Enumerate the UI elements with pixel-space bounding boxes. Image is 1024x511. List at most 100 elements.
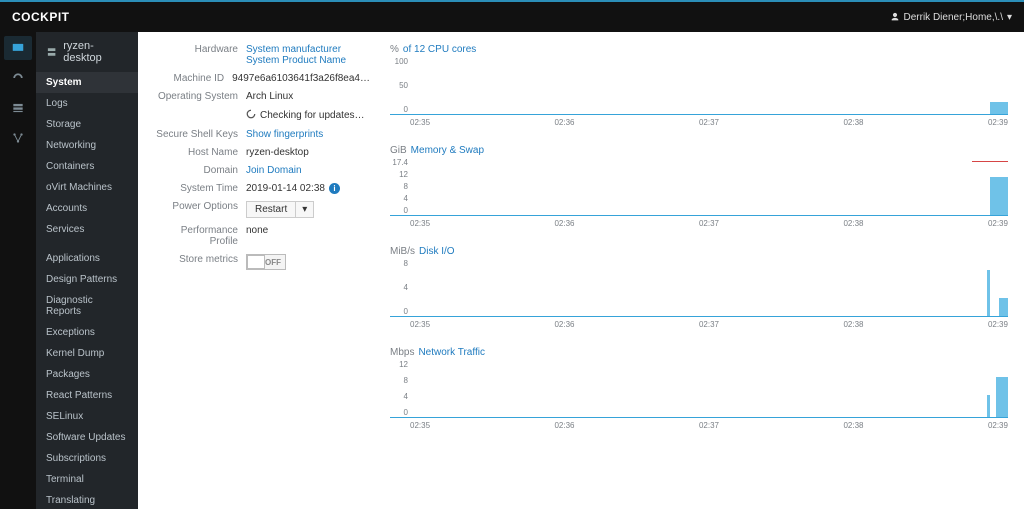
chart-unit: % <box>390 44 399 55</box>
info-icon[interactable]: i <box>329 183 340 194</box>
user-label: Derrik Diener;Home,\.\ <box>904 12 1003 23</box>
sidebar-item-react-patterns[interactable]: React Patterns <box>36 385 138 406</box>
spinner-icon <box>246 109 256 122</box>
x-axis-labels: 02:3502:3602:3702:3802:39 <box>410 418 1008 430</box>
sidebar-item-ovirt-machines[interactable]: oVirt Machines <box>36 177 138 198</box>
chart-block: % of 12 CPU cores 10050002:3502:3602:3702:… <box>390 44 1008 127</box>
detail-value[interactable]: Restart▾ <box>246 201 370 218</box>
chart-block: GiB Memory & Swap 17.41284002:3502:3602:37… <box>390 145 1008 228</box>
chart-unit: GiB <box>390 145 407 156</box>
sidebar-item-applications[interactable]: Applications <box>36 248 138 269</box>
detail-value: none <box>246 225 370 236</box>
detail-value: 2019-01-14 02:38i <box>246 183 370 194</box>
detail-label: Host Name <box>154 147 246 158</box>
detail-row: HardwareSystem manufacturer System Produ… <box>154 44 370 66</box>
detail-label: Domain <box>154 165 246 176</box>
chart-title[interactable]: Memory & Swap <box>411 145 484 156</box>
detail-label: Power Options <box>154 201 246 212</box>
series-fill <box>999 298 1008 316</box>
detail-value[interactable]: System manufacturer System Product Name <box>246 44 370 66</box>
series-fill <box>996 377 1008 417</box>
detail-row: Performance Profilenone <box>154 225 370 247</box>
chart-title[interactable]: Disk I/O <box>419 246 455 257</box>
detail-label: Secure Shell Keys <box>154 129 246 140</box>
series-fill <box>987 395 990 417</box>
detail-value: Arch Linux <box>246 91 370 102</box>
iconbar <box>0 32 36 509</box>
chart-unit: MiB/s <box>390 246 415 257</box>
dashboard-icon[interactable] <box>4 36 32 60</box>
chevron-down-icon: ▾ <box>1007 12 1012 23</box>
storage-stack-icon[interactable] <box>4 96 32 120</box>
host-header[interactable]: ryzen-desktop <box>36 32 138 72</box>
chart-plot: 12840 <box>390 360 1008 418</box>
detail-row: Host Nameryzen-desktop <box>154 147 370 158</box>
sidebar-item-storage[interactable]: Storage <box>36 114 138 135</box>
gauge-icon[interactable] <box>4 66 32 90</box>
sidebar-item-accounts[interactable]: Accounts <box>36 198 138 219</box>
sidebar-item-subscriptions[interactable]: Subscriptions <box>36 448 138 469</box>
sidebar-item-containers[interactable]: Containers <box>36 156 138 177</box>
x-axis-labels: 02:3502:3602:3702:3802:39 <box>410 216 1008 228</box>
detail-row: DomainJoin Domain <box>154 165 370 176</box>
y-axis-labels: 17.412840 <box>386 158 408 215</box>
sidebar-item-translating[interactable]: Translating <box>36 490 138 511</box>
x-axis-labels: 02:3502:3602:3702:3802:39 <box>410 115 1008 127</box>
chart-plot: 840 <box>390 259 1008 317</box>
sidebar-item-networking[interactable]: Networking <box>36 135 138 156</box>
details-panel: HardwareSystem manufacturer System Produ… <box>154 44 370 493</box>
sidebar-item-logs[interactable]: Logs <box>36 93 138 114</box>
detail-label: Machine ID <box>154 73 232 84</box>
detail-row: Store metricsOFF <box>154 254 370 273</box>
detail-row: Power OptionsRestart▾ <box>154 201 370 218</box>
charts-panel: %of 12 CPU cores10050002:3502:3602:3702:… <box>390 44 1008 493</box>
detail-value[interactable]: Join Domain <box>246 165 370 176</box>
sidebar: ryzen-desktop SystemLogsStorageNetworkin… <box>36 32 138 509</box>
detail-value[interactable]: OFF <box>246 254 370 273</box>
y-axis-labels: 12840 <box>386 360 408 417</box>
user-icon <box>890 12 900 22</box>
detail-label: Store metrics <box>154 254 246 265</box>
sidebar-item-kernel-dump[interactable]: Kernel Dump <box>36 343 138 364</box>
y-axis-labels: 840 <box>386 259 408 316</box>
power-options-select[interactable]: Restart▾ <box>246 201 314 218</box>
detail-label: Performance Profile <box>154 225 246 247</box>
sidebar-item-design-patterns[interactable]: Design Patterns <box>36 269 138 290</box>
series-fill <box>987 270 990 316</box>
series-fill <box>990 102 1008 114</box>
sidebar-item-software-updates[interactable]: Software Updates <box>36 427 138 448</box>
sidebar-item-terminal[interactable]: Terminal <box>36 469 138 490</box>
detail-value[interactable]: Show fingerprints <box>246 129 370 140</box>
sidebar-item-packages[interactable]: Packages <box>36 364 138 385</box>
chart-block: MiB/s Disk I/O 84002:3502:3602:3702:3802:3… <box>390 246 1008 329</box>
topbar: COCKPIT Derrik Diener;Home,\.\ ▾ <box>0 0 1024 32</box>
series-fill <box>990 177 1008 215</box>
server-icon <box>46 46 57 58</box>
detail-value: ryzen-desktop <box>246 147 370 158</box>
x-axis-labels: 02:3502:3602:3702:3802:39 <box>410 317 1008 329</box>
y-axis-labels: 100500 <box>386 57 408 114</box>
detail-row: System Time2019-01-14 02:38i <box>154 183 370 194</box>
network-nodes-icon[interactable] <box>4 126 32 150</box>
sidebar-item-system[interactable]: System <box>36 72 138 93</box>
store-metrics-toggle[interactable]: OFF <box>246 254 286 270</box>
user-menu[interactable]: Derrik Diener;Home,\.\ ▾ <box>890 12 1013 23</box>
detail-row: Secure Shell KeysShow fingerprints <box>154 129 370 140</box>
chart-title[interactable]: of 12 CPU cores <box>403 44 476 55</box>
detail-label: Hardware <box>154 44 246 55</box>
nav-list: SystemLogsStorageNetworkingContainersoVi… <box>36 72 138 511</box>
chart-title[interactable]: Network Traffic <box>418 347 485 358</box>
detail-value: Checking for updates… <box>246 109 370 122</box>
sidebar-item-selinux[interactable]: SELinux <box>36 406 138 427</box>
detail-row: Machine ID9497e6a6103641f3a26f8ea4… <box>154 73 370 84</box>
detail-label: Operating System <box>154 91 246 102</box>
chart-plot: 100500 <box>390 57 1008 115</box>
sidebar-item-services[interactable]: Services <box>36 219 138 240</box>
sidebar-item-exceptions[interactable]: Exceptions <box>36 322 138 343</box>
detail-label: System Time <box>154 183 246 194</box>
chart-plot: 17.412840 <box>390 158 1008 216</box>
host-name: ryzen-desktop <box>63 40 128 64</box>
sidebar-item-diagnostic-reports[interactable]: Diagnostic Reports <box>36 290 138 322</box>
chart-block: MbpsNetwork Traffic1284002:3502:3602:370… <box>390 347 1008 430</box>
threshold-line <box>972 161 1008 162</box>
